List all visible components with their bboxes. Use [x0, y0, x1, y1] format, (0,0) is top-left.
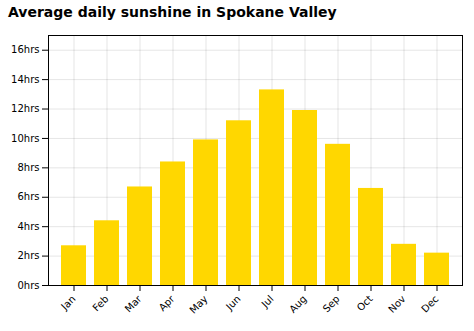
svg-text:Mar: Mar	[123, 292, 145, 314]
svg-text:May: May	[187, 293, 209, 315]
svg-text:Jul: Jul	[259, 293, 276, 310]
svg-text:12hrs: 12hrs	[11, 103, 39, 114]
svg-text:Aug: Aug	[287, 293, 309, 315]
svg-text:Jan: Jan	[58, 293, 77, 312]
svg-text:Feb: Feb	[90, 293, 110, 313]
svg-text:Oct: Oct	[355, 293, 375, 313]
svg-text:14hrs: 14hrs	[11, 74, 39, 85]
svg-text:8hrs: 8hrs	[17, 162, 39, 173]
svg-text:Jun: Jun	[223, 293, 243, 313]
svg-text:16hrs: 16hrs	[11, 44, 39, 55]
svg-text:Apr: Apr	[157, 292, 178, 313]
svg-text:Dec: Dec	[419, 293, 440, 314]
svg-text:2hrs: 2hrs	[17, 250, 39, 261]
svg-text:4hrs: 4hrs	[17, 221, 39, 232]
svg-text:6hrs: 6hrs	[17, 191, 39, 202]
html-text:Average daily sunshine in Spok: Average daily sunshine in Spokane Valley	[8, 4, 337, 20]
svg-text:Sep: Sep	[321, 293, 342, 314]
svg-text:0hrs: 0hrs	[17, 279, 39, 290]
svg-text:10hrs: 10hrs	[11, 132, 39, 143]
svg-text:Nov: Nov	[386, 293, 408, 315]
